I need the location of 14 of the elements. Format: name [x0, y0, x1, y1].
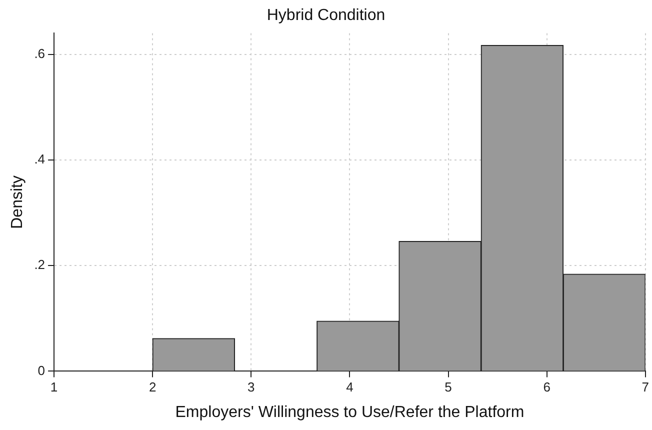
y-tick-label: 0: [38, 362, 46, 378]
y-tick-label: .2: [34, 257, 46, 272]
x-tick-label: 1: [50, 380, 58, 395]
chart-title: Hybrid Condition: [266, 7, 386, 24]
x-tick-label: 6: [543, 380, 550, 395]
x-tick-label: 4: [346, 380, 354, 395]
y-tick-label: .4: [34, 152, 46, 167]
x-tick-label: 5: [444, 380, 452, 395]
x-tick-label: 3: [248, 380, 255, 395]
x-tick-label: 2: [148, 380, 156, 395]
x-tick-label: 7: [642, 380, 649, 395]
y-axis-title: Density: [9, 176, 26, 229]
y-tick-label: .6: [34, 46, 46, 61]
x-axis-title: Employers' Willingness to Use/Refer the Platform: [175, 404, 524, 421]
